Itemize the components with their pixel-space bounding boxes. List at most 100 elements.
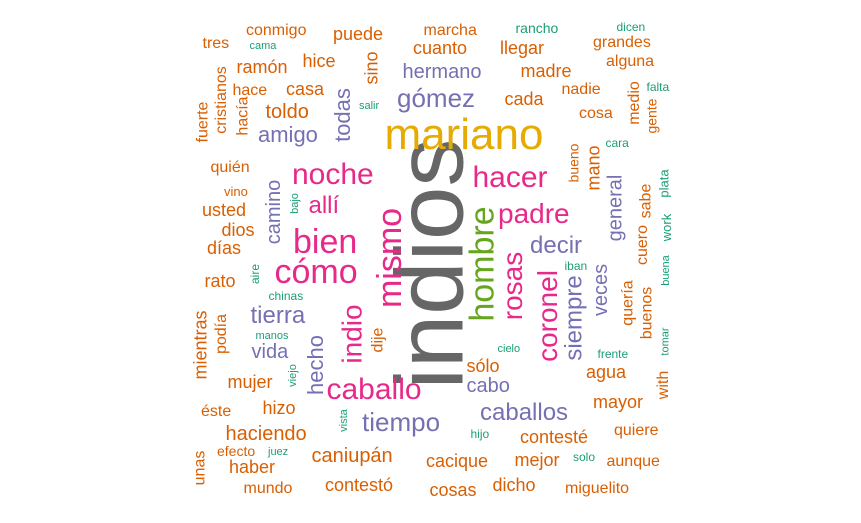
- word-marcha: marcha: [423, 22, 477, 39]
- word-plata: plata: [656, 168, 672, 198]
- word-conmigo: conmigo: [246, 22, 307, 39]
- word-ramón: ramón: [236, 57, 288, 77]
- word-puede: puede: [333, 24, 384, 44]
- word-usted: usted: [202, 200, 247, 220]
- word-work: work: [658, 213, 674, 241]
- word-sabe: sabe: [636, 183, 654, 219]
- word-cuero: cuero: [634, 224, 652, 266]
- word-buena: buena: [659, 254, 672, 286]
- word-toldo: toldo: [265, 101, 309, 123]
- word-falta: falta: [646, 80, 670, 94]
- word-rato: rato: [204, 271, 236, 291]
- word-efecto: efecto: [217, 443, 256, 459]
- word-sólo: sólo: [466, 356, 500, 376]
- word-with: with: [655, 370, 673, 400]
- word-vino: vino: [224, 183, 248, 199]
- word-quería: quería: [619, 280, 637, 326]
- word-cómo: cómo: [274, 253, 358, 291]
- word-bajo: bajo: [288, 192, 301, 214]
- word-coronel: coronel: [531, 270, 563, 362]
- word-miguelito: miguelito: [565, 480, 630, 497]
- word-viejo: viejo: [286, 363, 299, 387]
- word-cada: cada: [504, 89, 544, 109]
- word-alguna: alguna: [606, 53, 655, 70]
- word-salir: salir: [359, 99, 380, 112]
- word-cosas: cosas: [429, 480, 477, 500]
- word-dicen: dicen: [616, 20, 646, 34]
- word-frente: frente: [597, 347, 629, 361]
- word-llegar: llegar: [500, 38, 545, 58]
- word-dios: dios: [221, 220, 255, 240]
- word-éste: éste: [201, 403, 232, 420]
- word-amigo: amigo: [258, 122, 318, 147]
- word-fuerte: fuerte: [193, 101, 211, 143]
- word-hizo: hizo: [262, 398, 296, 418]
- word-aire: aire: [248, 263, 263, 285]
- word-chinas: chinas: [268, 289, 304, 303]
- word-hermano: hermano: [402, 61, 482, 83]
- word-contestó: contestó: [325, 475, 394, 495]
- word-cuanto: cuanto: [413, 38, 468, 58]
- word-aunque: aunque: [606, 453, 660, 470]
- word-hice: hice: [302, 51, 336, 71]
- word-contesté: contesté: [520, 427, 589, 447]
- word-vista: vista: [337, 408, 350, 432]
- word-mundo: mundo: [243, 480, 293, 497]
- word-decir: decir: [530, 232, 583, 259]
- word-hacer: hacer: [472, 161, 548, 194]
- word-mano: mano: [583, 145, 604, 191]
- word-dicho: dicho: [492, 475, 536, 495]
- word-dije: dije: [368, 327, 386, 353]
- word-iban: iban: [564, 259, 588, 273]
- word-rancho: rancho: [515, 20, 559, 36]
- word-nadie: nadie: [561, 81, 601, 98]
- word-hace: hace: [232, 82, 268, 99]
- word-tiempo: tiempo: [362, 407, 441, 437]
- word-cielo: cielo: [497, 342, 521, 355]
- word-quién: quién: [210, 159, 250, 176]
- word-sino: sino: [361, 51, 382, 85]
- word-unas: unas: [190, 450, 208, 486]
- word-siempre: siempre: [560, 275, 588, 361]
- word-caballos: caballos: [480, 399, 569, 426]
- word-gómez: gómez: [397, 83, 476, 113]
- word-mismo: mismo: [371, 207, 410, 309]
- word-vida: vida: [251, 341, 289, 363]
- word-cacique: cacique: [426, 451, 489, 471]
- word-quiere: quiere: [614, 422, 659, 439]
- word-bien: bien: [293, 223, 358, 261]
- word-juez: juez: [268, 445, 289, 458]
- word-haciendo: haciendo: [225, 423, 307, 445]
- word-camino: camino: [263, 179, 286, 245]
- word-tres: tres: [202, 35, 230, 52]
- word-madre: madre: [520, 61, 572, 81]
- word-general: general: [603, 174, 626, 242]
- word-solo: solo: [573, 450, 596, 464]
- word-hecho: hecho: [302, 335, 328, 395]
- word-padre: padre: [498, 198, 570, 229]
- word-veces: veces: [590, 263, 613, 317]
- word-bueno: bueno: [564, 143, 581, 183]
- word-allí: allí: [308, 192, 340, 219]
- word-caniupán: caniupán: [311, 445, 393, 467]
- word-tierra: tierra: [250, 302, 306, 329]
- word-días: días: [207, 238, 242, 258]
- word-gente: gente: [643, 98, 660, 134]
- word-tomar: tomar: [659, 326, 672, 356]
- word-caballo: caballo: [326, 373, 422, 406]
- word-mejor: mejor: [514, 450, 560, 470]
- word-buenos: buenos: [637, 286, 655, 340]
- word-indio: indio: [336, 304, 368, 364]
- word-grandes: grandes: [593, 34, 651, 51]
- word-todas: todas: [329, 88, 355, 142]
- word-cara: cara: [605, 136, 629, 150]
- word-haber: haber: [229, 457, 276, 477]
- word-hijo: hijo: [470, 427, 490, 441]
- word-mientras: mientras: [190, 310, 211, 380]
- word-cama: cama: [249, 39, 277, 52]
- word-hacía: hacía: [234, 96, 252, 136]
- word-cabo: cabo: [466, 375, 510, 397]
- word-casa: casa: [286, 79, 325, 99]
